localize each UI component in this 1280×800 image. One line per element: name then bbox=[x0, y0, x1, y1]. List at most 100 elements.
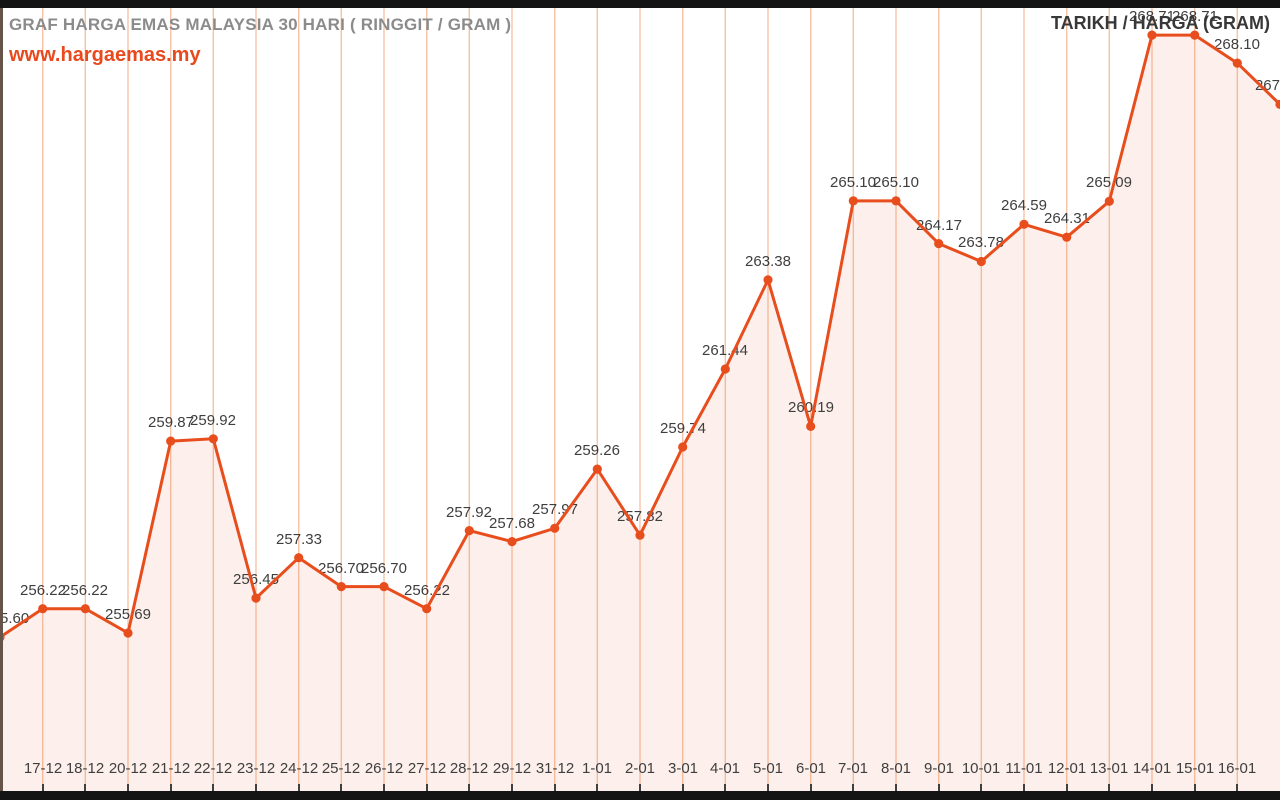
x-axis-tick bbox=[980, 784, 982, 791]
x-axis-tick bbox=[810, 784, 812, 791]
point-value-label: 256.45 bbox=[233, 571, 279, 588]
data-point bbox=[1190, 30, 1200, 40]
x-axis-date-label: 3-01 bbox=[667, 760, 699, 777]
data-point bbox=[1232, 58, 1242, 68]
chart-title: GRAF HARGA EMAS MALAYSIA 30 HARI ( RINGG… bbox=[9, 15, 512, 34]
data-point bbox=[38, 604, 48, 614]
x-axis-tick bbox=[682, 784, 684, 791]
x-axis-tick bbox=[852, 784, 854, 791]
point-value-label: 265.10 bbox=[873, 174, 919, 191]
bottom-border bbox=[0, 791, 1280, 800]
x-axis-tick bbox=[1151, 784, 1153, 791]
point-value-label: 256.70 bbox=[318, 560, 364, 577]
x-axis-tick bbox=[383, 784, 385, 791]
price-line bbox=[0, 33, 1280, 639]
x-axis-tick bbox=[426, 784, 428, 791]
point-value-label: 260.19 bbox=[788, 399, 834, 416]
x-axis-date-label: 10-01 bbox=[961, 760, 1001, 777]
area-fill bbox=[0, 35, 1280, 792]
data-point bbox=[592, 464, 602, 474]
x-axis-tick bbox=[212, 784, 214, 791]
point-value-label: 259.87 bbox=[148, 414, 194, 431]
x-axis-tick bbox=[596, 784, 598, 791]
data-point bbox=[336, 582, 346, 592]
x-axis-date-label: 14-01 bbox=[1132, 760, 1172, 777]
left-border bbox=[0, 8, 3, 791]
point-value-label: 257.92 bbox=[446, 504, 492, 521]
x-axis-tick bbox=[127, 784, 129, 791]
website-watermark: www.hargaemas.my bbox=[9, 44, 201, 66]
point-value-label: 257.33 bbox=[276, 531, 322, 548]
x-axis-date-label: 21-12 bbox=[151, 760, 191, 777]
point-value-label: 264.31 bbox=[1044, 210, 1090, 227]
point-value-label: 265.09 bbox=[1086, 174, 1132, 191]
point-value-label: 267 bbox=[1254, 77, 1280, 94]
point-value-label: 263.38 bbox=[745, 253, 791, 270]
x-axis-date-label: 25-12 bbox=[321, 760, 361, 777]
x-axis-date-label: 23-12 bbox=[236, 760, 276, 777]
point-value-label: 264.17 bbox=[916, 217, 962, 234]
data-point bbox=[1275, 99, 1280, 109]
x-axis-date-label: 24-12 bbox=[279, 760, 319, 777]
point-value-label: 256.22 bbox=[20, 582, 66, 599]
point-value-label: 256.22 bbox=[62, 582, 108, 599]
x-axis-tick bbox=[255, 784, 257, 791]
x-axis-tick bbox=[298, 784, 300, 791]
data-point bbox=[166, 436, 176, 446]
x-axis-date-label: 7-01 bbox=[837, 760, 869, 777]
x-axis-date-label: 27-12 bbox=[407, 760, 447, 777]
x-axis-date-label: 4-01 bbox=[709, 760, 741, 777]
point-value-label: 255.69 bbox=[105, 606, 151, 623]
x-axis-tick bbox=[340, 784, 342, 791]
x-axis-tick bbox=[511, 784, 513, 791]
x-axis-tick bbox=[1236, 784, 1238, 791]
x-axis-tick bbox=[1066, 784, 1068, 791]
x-axis-tick bbox=[895, 784, 897, 791]
x-axis-tick bbox=[639, 784, 641, 791]
x-axis-date-label: 6-01 bbox=[795, 760, 827, 777]
data-point bbox=[678, 442, 688, 452]
x-axis-date-label: 9-01 bbox=[923, 760, 955, 777]
x-axis-date-label: 22-12 bbox=[193, 760, 233, 777]
data-point bbox=[1062, 232, 1072, 242]
x-axis-tick bbox=[42, 784, 44, 791]
top-border bbox=[0, 0, 1280, 8]
data-point bbox=[1147, 30, 1157, 40]
x-axis-date-label: 31-12 bbox=[535, 760, 575, 777]
data-point bbox=[763, 275, 773, 285]
data-point bbox=[891, 196, 901, 206]
point-value-label: 264.59 bbox=[1001, 197, 1047, 214]
data-point bbox=[123, 628, 133, 638]
x-axis-date-label: 1-01 bbox=[581, 760, 613, 777]
data-point bbox=[635, 530, 645, 540]
data-point bbox=[422, 604, 432, 614]
x-axis-date-label: 17-12 bbox=[23, 760, 63, 777]
data-point bbox=[379, 582, 389, 592]
point-value-label: 268.10 bbox=[1214, 36, 1260, 53]
x-axis-date-label: 20-12 bbox=[108, 760, 148, 777]
x-axis-tick bbox=[170, 784, 172, 791]
data-point bbox=[934, 239, 944, 249]
x-axis-date-label: 13-01 bbox=[1089, 760, 1129, 777]
x-axis-date-label: 16-01 bbox=[1217, 760, 1257, 777]
data-point bbox=[80, 604, 90, 614]
point-value-label: 259.26 bbox=[574, 442, 620, 459]
data-point bbox=[1019, 219, 1029, 229]
x-axis-date-label: 26-12 bbox=[364, 760, 404, 777]
data-point bbox=[208, 434, 218, 444]
x-axis-date-label: 29-12 bbox=[492, 760, 532, 777]
data-point bbox=[251, 593, 261, 603]
x-axis-tick bbox=[1023, 784, 1025, 791]
x-axis-date-label: 11-01 bbox=[1005, 760, 1043, 777]
x-axis-date-label: 28-12 bbox=[449, 760, 489, 777]
x-axis-date-label: 8-01 bbox=[880, 760, 912, 777]
x-axis-tick bbox=[1108, 784, 1110, 791]
point-value-label: 268.71 bbox=[1129, 8, 1175, 25]
data-point bbox=[848, 196, 858, 206]
x-axis-tick bbox=[767, 784, 769, 791]
data-point bbox=[1104, 196, 1114, 206]
point-value-label: 263.78 bbox=[958, 234, 1004, 251]
